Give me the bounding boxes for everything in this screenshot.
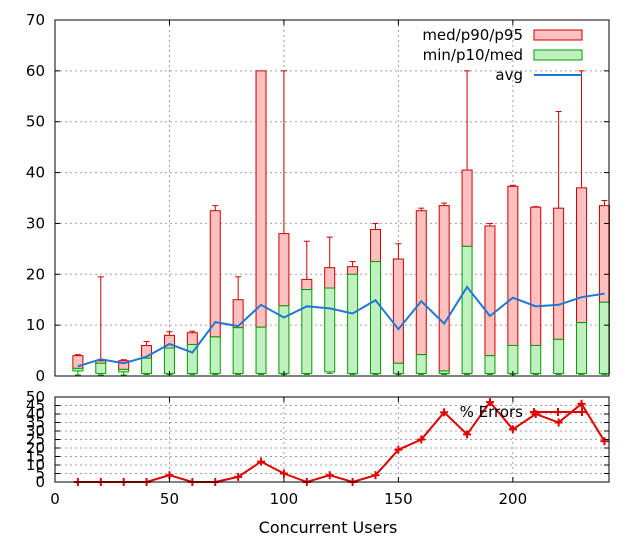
errors-point: [554, 418, 563, 427]
lower-percentile-bar: [369, 261, 381, 374]
lower-percentile-bar: [530, 344, 542, 374]
errors-y-tick-label: 25: [26, 431, 45, 449]
legend-label-pct_low: min/p10/med: [423, 46, 523, 64]
upper-percentile-bar: [72, 355, 84, 369]
latency-y-tick-label: 70: [26, 11, 45, 29]
upper-percentile-bar: [392, 258, 404, 364]
errors-y-tick-label: 0: [35, 473, 45, 491]
upper-percentile-bar: [209, 210, 221, 338]
errors-y-tick-label: 5: [35, 465, 45, 483]
latency-plot-frame: [54, 19, 610, 377]
errors-point: [485, 398, 494, 407]
lower-percentile-bar: [507, 344, 519, 374]
latency-legend: med/p90/p95 min/p10/med avg: [422, 26, 583, 84]
lower-percentile-bar: [255, 326, 267, 374]
errors-y-tick-label: 50: [26, 388, 45, 406]
lower-percentile-bar: [598, 301, 610, 374]
upper-percentile-bar: [324, 267, 336, 289]
legend-swatch-pct_high: [533, 29, 583, 41]
lower-percentile-bar: [415, 354, 427, 374]
errors-point: [417, 435, 426, 444]
errors-series: [73, 398, 609, 486]
errors-point: [257, 457, 266, 466]
lower-percentile-bar: [163, 347, 175, 374]
upper-percentile-bar: [415, 210, 427, 356]
errors-y-tick-label: 20: [26, 439, 45, 457]
legend-label-avg: avg: [495, 66, 523, 84]
lower-percentile-bar: [232, 327, 244, 374]
upper-percentile-bar: [301, 278, 313, 291]
x-axis-label: Concurrent Users: [259, 518, 398, 537]
latency-y-tick-label: 20: [26, 265, 45, 283]
errors-line: [77, 400, 606, 484]
errors-point: [394, 445, 403, 454]
latency-y-tick-label: 30: [26, 214, 45, 232]
avg-series: [77, 285, 605, 368]
lower-percentile-bar: [324, 287, 336, 373]
errors-point: [371, 471, 380, 480]
upper-percentile-bar: [438, 205, 450, 372]
errors-legend: % Errors: [460, 403, 586, 421]
upper-percentile-bar: [347, 266, 359, 275]
lower-percentile-bar: [118, 368, 130, 373]
latency-bars: [72, 70, 610, 376]
lower-percentile-bar: [438, 370, 450, 374]
upper-percentile-bar: [530, 206, 542, 346]
latency-y-tick-label: 10: [26, 316, 45, 334]
lower-percentile-bar: [347, 273, 359, 374]
errors-point: [463, 430, 472, 439]
errors-x-tick-label: 150: [384, 490, 413, 508]
latency-y-tick-label: 50: [26, 113, 45, 131]
lower-percentile-bar: [484, 355, 496, 374]
legend-swatch-pct_low: [533, 49, 583, 61]
errors-y-tick-label: 30: [26, 422, 45, 440]
lower-percentile-bar: [576, 322, 588, 374]
errors-point: [508, 425, 517, 434]
lower-percentile-bar: [301, 289, 313, 374]
errors-x-tick-label: 50: [160, 490, 179, 508]
errors-y-tick-label: 40: [26, 405, 45, 423]
errors-x-tick-label: 0: [50, 490, 60, 508]
lower-percentile-bar: [553, 338, 565, 374]
errors-point: [279, 469, 288, 478]
legend-label-pct_high: med/p90/p95: [422, 26, 523, 44]
latency-y-tick-label: 60: [26, 62, 45, 80]
latency-y-tick-label: 40: [26, 164, 45, 182]
errors-legend-label: % Errors: [460, 403, 524, 421]
errors-point: [577, 399, 586, 408]
upper-percentile-bar: [484, 225, 496, 357]
upper-percentile-bar: [461, 169, 473, 247]
lower-percentile-bar: [141, 357, 153, 374]
upper-percentile-bar: [186, 332, 198, 345]
upper-percentile-bar: [369, 229, 381, 263]
upper-percentile-bar: [553, 207, 565, 340]
avg-line: [77, 285, 605, 368]
lower-percentile-bar: [461, 245, 473, 374]
errors-point: [440, 408, 449, 417]
errors-gridlines: [55, 397, 609, 482]
errors-y-tick-label: 10: [26, 456, 45, 474]
lower-percentile-bar: [209, 336, 221, 374]
errors-x-tick-label: 200: [499, 490, 528, 508]
upper-percentile-bar: [598, 205, 610, 303]
upper-percentile-bar: [507, 185, 519, 346]
errors-point: [234, 472, 243, 481]
errors-y-tick-label: 15: [26, 448, 45, 466]
errors-y-tick-label: 45: [26, 397, 45, 415]
upper-percentile-bar: [278, 233, 290, 307]
errors-x-tick-label: 100: [270, 490, 299, 508]
lower-percentile-bar: [95, 362, 107, 374]
upper-percentile-bar: [255, 70, 267, 328]
upper-percentile-bar: [576, 187, 588, 324]
latency-y-tick-label: 0: [35, 367, 45, 385]
latency-axes: 0 10 20 30 40 50 60 70: [26, 11, 610, 385]
errors-point: [325, 471, 334, 480]
errors-point: [600, 437, 609, 446]
errors-y-tick-label: 35: [26, 414, 45, 432]
lower-percentile-bar: [72, 367, 84, 372]
